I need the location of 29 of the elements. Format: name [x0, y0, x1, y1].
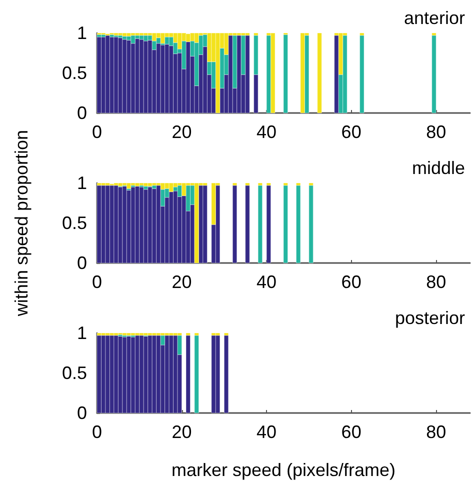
y-tick-label: 0.5: [62, 363, 87, 383]
y-tick-label: 1: [76, 23, 87, 43]
x-tick-label: 40: [256, 422, 277, 442]
x-tick-label: 40: [256, 122, 277, 142]
x-tick-label: 0: [92, 272, 102, 292]
y-tick-label: 0: [76, 403, 87, 423]
y-tick-label: 1: [76, 323, 87, 343]
x-axis-title: marker speed (pixels/frame): [171, 460, 396, 480]
x-tick-label: 80: [426, 122, 446, 142]
chart-title: middle: [412, 158, 466, 178]
y-tick-label: 1: [76, 173, 87, 193]
x-tick-label: 20: [172, 422, 192, 442]
x-tick-label: 80: [426, 422, 446, 442]
x-tick-label: 60: [341, 272, 362, 292]
y-tick-label: 0.5: [62, 63, 87, 83]
x-tick-label: 60: [341, 422, 362, 442]
x-tick-label: 20: [172, 122, 192, 142]
x-tick-label: 80: [426, 272, 446, 292]
chart-title: anterior: [404, 8, 466, 28]
x-tick-label: 60: [341, 122, 362, 142]
x-tick-label: 40: [256, 272, 277, 292]
y-tick-label: 0: [76, 253, 87, 273]
x-tick-label: 0: [92, 422, 102, 442]
x-tick-label: 20: [172, 272, 192, 292]
y-tick-label: 0.5: [62, 213, 87, 233]
x-tick-label: 0: [92, 122, 102, 142]
y-axis-title: within speed proportion: [12, 130, 32, 316]
y-tick-label: 0: [76, 103, 87, 123]
chart-title: posterior: [394, 308, 466, 328]
